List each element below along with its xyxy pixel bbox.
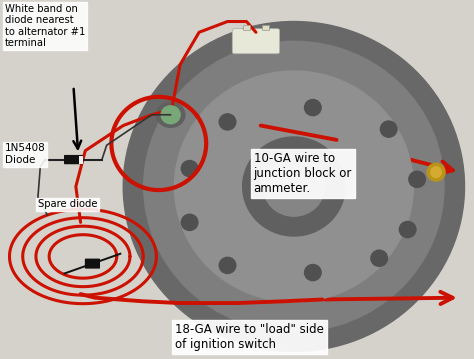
Ellipse shape — [123, 22, 465, 351]
Ellipse shape — [219, 114, 236, 130]
FancyBboxPatch shape — [232, 29, 280, 54]
Ellipse shape — [243, 137, 345, 236]
FancyBboxPatch shape — [64, 155, 83, 164]
Ellipse shape — [182, 214, 198, 230]
Text: 10-GA wire to
junction block or
ammeter.: 10-GA wire to junction block or ammeter. — [254, 153, 352, 195]
Bar — [262, 25, 269, 31]
Ellipse shape — [161, 106, 180, 124]
FancyBboxPatch shape — [85, 258, 100, 269]
Text: 1N5408
Diode: 1N5408 Diode — [5, 144, 46, 165]
Ellipse shape — [182, 160, 198, 177]
Text: Spare diode: Spare diode — [38, 199, 98, 209]
Bar — [243, 25, 250, 31]
Text: White band on
diode nearest
to alternator #1
terminal: White band on diode nearest to alternato… — [5, 4, 85, 48]
Ellipse shape — [304, 265, 321, 281]
Ellipse shape — [427, 163, 445, 181]
Ellipse shape — [144, 41, 444, 332]
Ellipse shape — [409, 171, 426, 187]
Ellipse shape — [156, 102, 185, 127]
Ellipse shape — [219, 257, 236, 274]
Ellipse shape — [371, 250, 388, 266]
Ellipse shape — [399, 222, 416, 238]
Ellipse shape — [380, 121, 397, 137]
Ellipse shape — [304, 99, 321, 116]
Text: 18-GA wire to "load" side
of ignition switch: 18-GA wire to "load" side of ignition sw… — [175, 323, 324, 351]
Ellipse shape — [174, 71, 413, 302]
Ellipse shape — [263, 157, 325, 216]
Bar — [79, 156, 83, 164]
Ellipse shape — [431, 167, 441, 178]
